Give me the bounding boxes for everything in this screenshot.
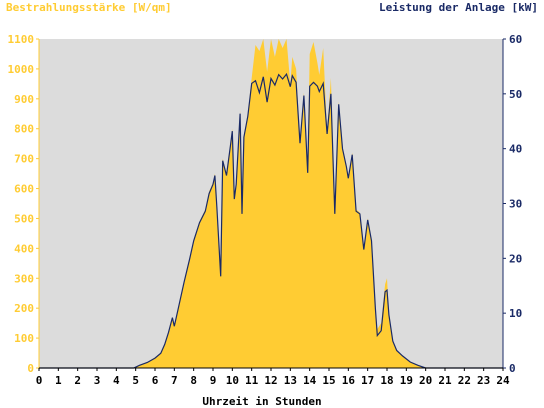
left-tick-label: 200 (14, 302, 34, 315)
x-tick-label: 21 (438, 374, 452, 387)
x-tick-label: 22 (458, 374, 471, 387)
x-tick-label: 12 (264, 374, 277, 387)
x-tick-label: 15 (322, 374, 335, 387)
x-tick-label: 24 (496, 374, 510, 387)
x-tick-label: 10 (226, 374, 239, 387)
x-tick-label: 3 (94, 374, 101, 387)
x-tick-label: 17 (361, 374, 374, 387)
left-tick-label: 700 (14, 153, 34, 166)
power-line (39, 72, 503, 369)
x-tick-label: 2 (74, 374, 81, 387)
x-tick-label: 16 (342, 374, 356, 387)
right-tick-label: 40 (509, 143, 522, 156)
chart-axes: 0100200300400500600700800900100011000102… (8, 33, 523, 387)
left-axis-title: Bestrahlungsstärke [W/qm] (6, 1, 172, 14)
right-axis-title: Leistung der Anlage [kW] (379, 1, 538, 14)
right-tick-label: 50 (509, 88, 522, 101)
x-tick-label: 0 (36, 374, 43, 387)
right-tick-label: 30 (509, 198, 522, 211)
left-tick-label: 300 (14, 272, 34, 285)
x-tick-label: 1 (55, 374, 62, 387)
x-tick-label: 20 (419, 374, 432, 387)
chart-marks (39, 39, 503, 369)
x-tick-label: 23 (477, 374, 490, 387)
right-tick-label: 20 (509, 252, 522, 265)
irradiance-area (39, 39, 503, 368)
x-tick-label: 4 (113, 374, 120, 387)
right-tick-label: 10 (509, 307, 522, 320)
left-tick-label: 0 (27, 362, 34, 375)
left-tick-label: 800 (14, 123, 34, 136)
x-tick-label: 6 (152, 374, 159, 387)
x-tick-label: 11 (245, 374, 259, 387)
x-tick-label: 7 (171, 374, 178, 387)
left-tick-label: 400 (14, 242, 34, 255)
x-tick-label: 13 (284, 374, 297, 387)
right-tick-label: 0 (509, 362, 516, 375)
left-tick-label: 1100 (8, 33, 35, 46)
x-tick-label: 18 (380, 374, 393, 387)
left-tick-label: 1000 (8, 63, 35, 76)
left-tick-label: 900 (14, 93, 34, 106)
x-tick-label: 19 (400, 374, 413, 387)
x-tick-label: 14 (303, 374, 317, 387)
x-axis-title: Uhrzeit in Stunden (202, 395, 321, 408)
left-tick-label: 500 (14, 212, 34, 225)
x-tick-label: 5 (132, 374, 139, 387)
x-tick-label: 9 (210, 374, 217, 387)
left-tick-label: 600 (14, 183, 34, 196)
right-tick-label: 60 (509, 33, 522, 46)
x-tick-label: 8 (190, 374, 197, 387)
left-tick-label: 100 (14, 332, 34, 345)
